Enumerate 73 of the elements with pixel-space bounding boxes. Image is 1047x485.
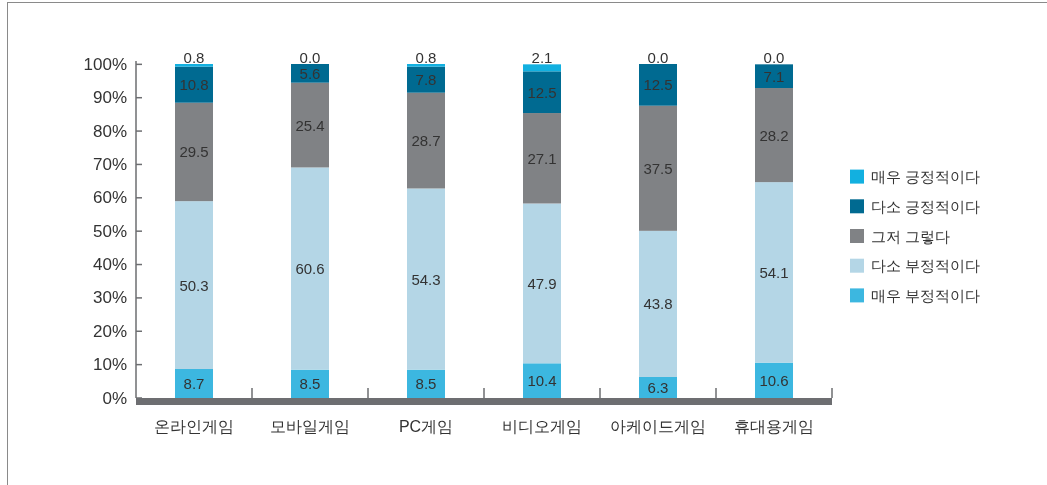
y-tick-label: 40%: [92, 255, 127, 275]
y-tick-label: 50%: [92, 221, 127, 241]
data-label: 0.0: [299, 48, 321, 66]
legend-label: 다소 긍정적이다: [871, 197, 981, 215]
bar: [755, 88, 793, 183]
data-label: 60.6: [295, 260, 325, 278]
y-tick-label: 0%: [102, 388, 127, 408]
data-label: 7.8: [415, 71, 437, 89]
legend-label: 매우 긍정적이다: [871, 168, 981, 186]
data-label: 0.0: [763, 48, 785, 66]
y-tick-label: 90%: [92, 88, 127, 108]
data-label: 27.1: [527, 149, 557, 167]
data-label: 10.8: [179, 76, 209, 94]
data-label: 28.7: [411, 132, 441, 150]
bar: [291, 167, 329, 370]
y-tick-label: 30%: [92, 288, 127, 308]
bar: [407, 92, 445, 189]
data-label: 6.3: [647, 378, 669, 396]
bar: [755, 64, 793, 89]
bar: [523, 203, 561, 364]
x-tick-label: 비디오게임: [502, 417, 582, 435]
x-tick-label: 휴대용게임: [734, 417, 814, 435]
bar: [523, 71, 561, 114]
legend-label: 매우 부정적이다: [871, 286, 981, 304]
x-tick-label: 모바일게임: [270, 417, 350, 435]
data-label: 12.5: [527, 83, 557, 101]
data-label: 10.6: [759, 371, 789, 389]
y-tick-label: 20%: [92, 321, 127, 341]
bar: [175, 64, 213, 67]
bar: [407, 64, 445, 67]
bar: [523, 64, 561, 72]
data-label: 54.1: [759, 263, 789, 281]
bar: [407, 66, 445, 93]
bar: [755, 182, 793, 363]
data-label: 5.6: [299, 64, 321, 82]
data-label: 47.9: [527, 274, 557, 292]
data-label: 2.1: [531, 48, 553, 66]
data-label: 54.3: [411, 270, 441, 288]
data-label: 50.3: [179, 276, 209, 294]
y-tick-label: 80%: [92, 121, 127, 141]
x-tick-label: 아케이드게임: [610, 417, 706, 435]
x-tick-label: PC게임: [398, 417, 454, 435]
data-label: 0.8: [183, 48, 205, 66]
y-tick-label: 10%: [92, 355, 127, 375]
data-label: 7.1: [763, 67, 785, 85]
data-label: 0.0: [647, 48, 669, 66]
y-tick-label: 60%: [92, 188, 127, 208]
bar: [407, 188, 445, 370]
y-tick-label: 100%: [83, 54, 127, 74]
bar: [175, 368, 213, 398]
data-label: 8.5: [415, 375, 437, 393]
data-label: 37.5: [643, 159, 673, 177]
data-label: 12.5: [643, 76, 673, 94]
legend-label: 다소 부정적이다: [871, 257, 981, 275]
x-tick-label: 온라인게임: [154, 417, 234, 435]
data-label: 0.8: [415, 48, 437, 66]
data-label: 8.7: [183, 374, 205, 392]
data-label: 29.5: [179, 143, 209, 161]
data-label: 25.4: [295, 116, 325, 134]
bar: [291, 82, 329, 168]
data-label: 10.4: [527, 372, 557, 390]
bar: [175, 201, 213, 369]
bar: [639, 64, 677, 106]
bar: [523, 113, 561, 204]
bar: [639, 230, 677, 377]
data-label: 28.2: [759, 126, 789, 144]
bar: [523, 363, 561, 398]
data-label: 43.8: [643, 295, 673, 313]
y-tick-label: 70%: [92, 154, 127, 174]
data-label: 8.5: [299, 375, 321, 393]
bar: [175, 102, 213, 202]
bar: [639, 105, 677, 231]
legend-label: 그저 그렇다: [871, 227, 951, 245]
